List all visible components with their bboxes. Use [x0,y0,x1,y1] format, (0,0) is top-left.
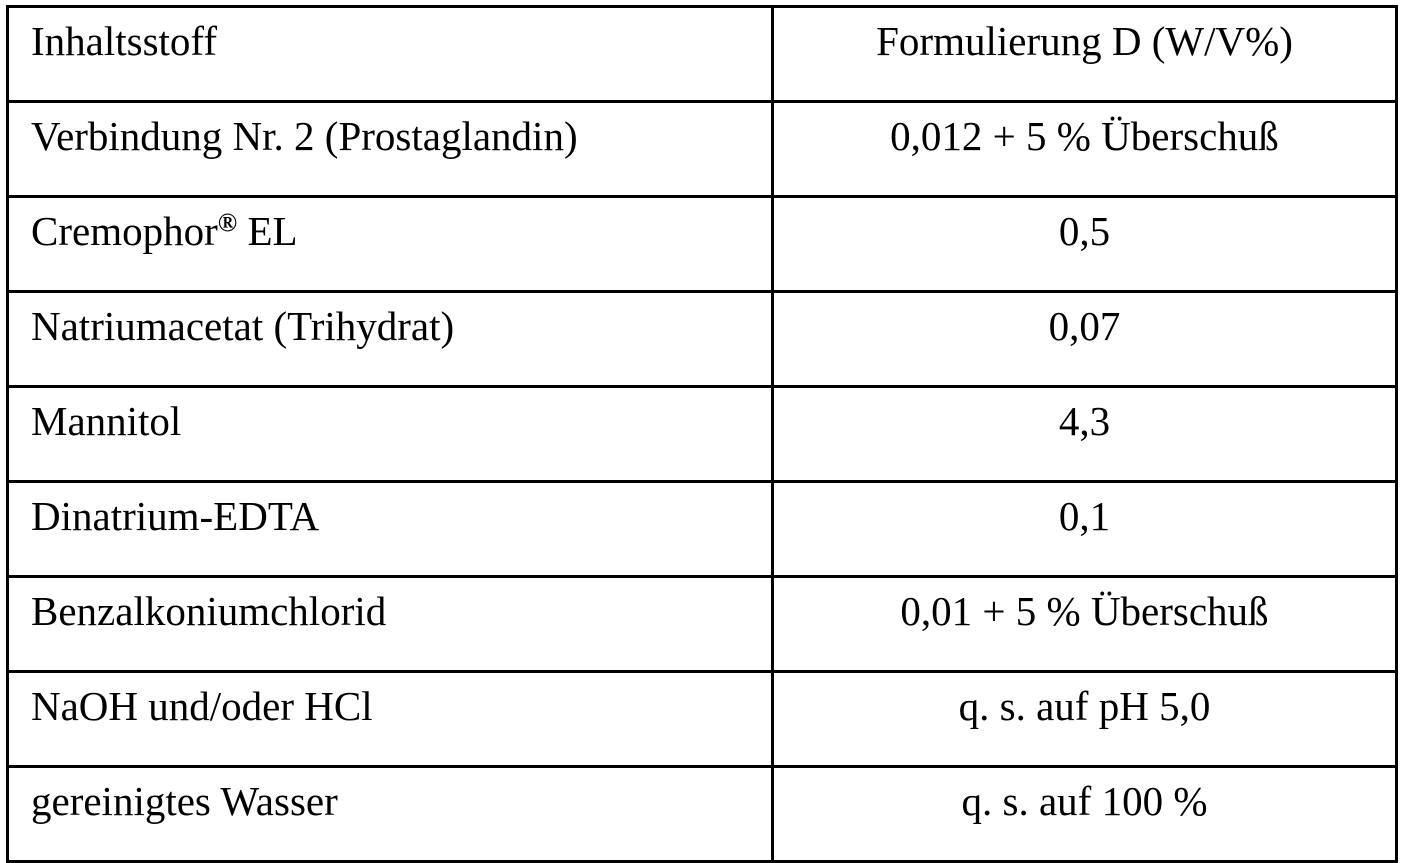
ingredient-cell: Dinatrium-EDTA [8,482,773,577]
amount-cell: 0,07 [773,292,1397,387]
table-header-row: Inhaltsstoff Formulierung D (W/V%) [8,7,1397,102]
ingredient-cell: gereinigtes Wasser [8,767,773,862]
amount-cell: 0,012 + 5 % Überschuß [773,102,1397,197]
ingredient-cell: Cremophor® EL [8,197,773,292]
amount-cell: 4,3 [773,387,1397,482]
ingredient-cell: Natriumacetat (Trihydrat) [8,292,773,387]
table-row: Verbindung Nr. 2 (Prostaglandin) 0,012 +… [8,102,1397,197]
header-ingredient: Inhaltsstoff [8,7,773,102]
amount-cell: 0,01 + 5 % Überschuß [773,577,1397,672]
registered-mark: ® [218,208,237,237]
amount-cell: 0,1 [773,482,1397,577]
table-row: Dinatrium-EDTA 0,1 [8,482,1397,577]
amount-cell: q. s. auf pH 5,0 [773,672,1397,767]
ingredient-cell: Mannitol [8,387,773,482]
amount-cell: q. s. auf 100 % [773,767,1397,862]
table-row: Cremophor® EL 0,5 [8,197,1397,292]
table-row: gereinigtes Wasser q. s. auf 100 % [8,767,1397,862]
ingredient-cell: Verbindung Nr. 2 (Prostaglandin) [8,102,773,197]
table-row: Mannitol 4,3 [8,387,1397,482]
table-row: NaOH und/oder HCl q. s. auf pH 5,0 [8,672,1397,767]
ingredient-name: Cremophor [31,208,218,254]
ingredient-cell: NaOH und/oder HCl [8,672,773,767]
header-formulation: Formulierung D (W/V%) [773,7,1397,102]
table-row: Benzalkoniumchlorid 0,01 + 5 % Überschuß [8,577,1397,672]
table-row: Natriumacetat (Trihydrat) 0,07 [8,292,1397,387]
ingredient-cell: Benzalkoniumchlorid [8,577,773,672]
amount-cell: 0,5 [773,197,1397,292]
ingredient-suffix: EL [237,208,297,254]
formulation-table: Inhaltsstoff Formulierung D (W/V%) Verbi… [6,5,1398,863]
